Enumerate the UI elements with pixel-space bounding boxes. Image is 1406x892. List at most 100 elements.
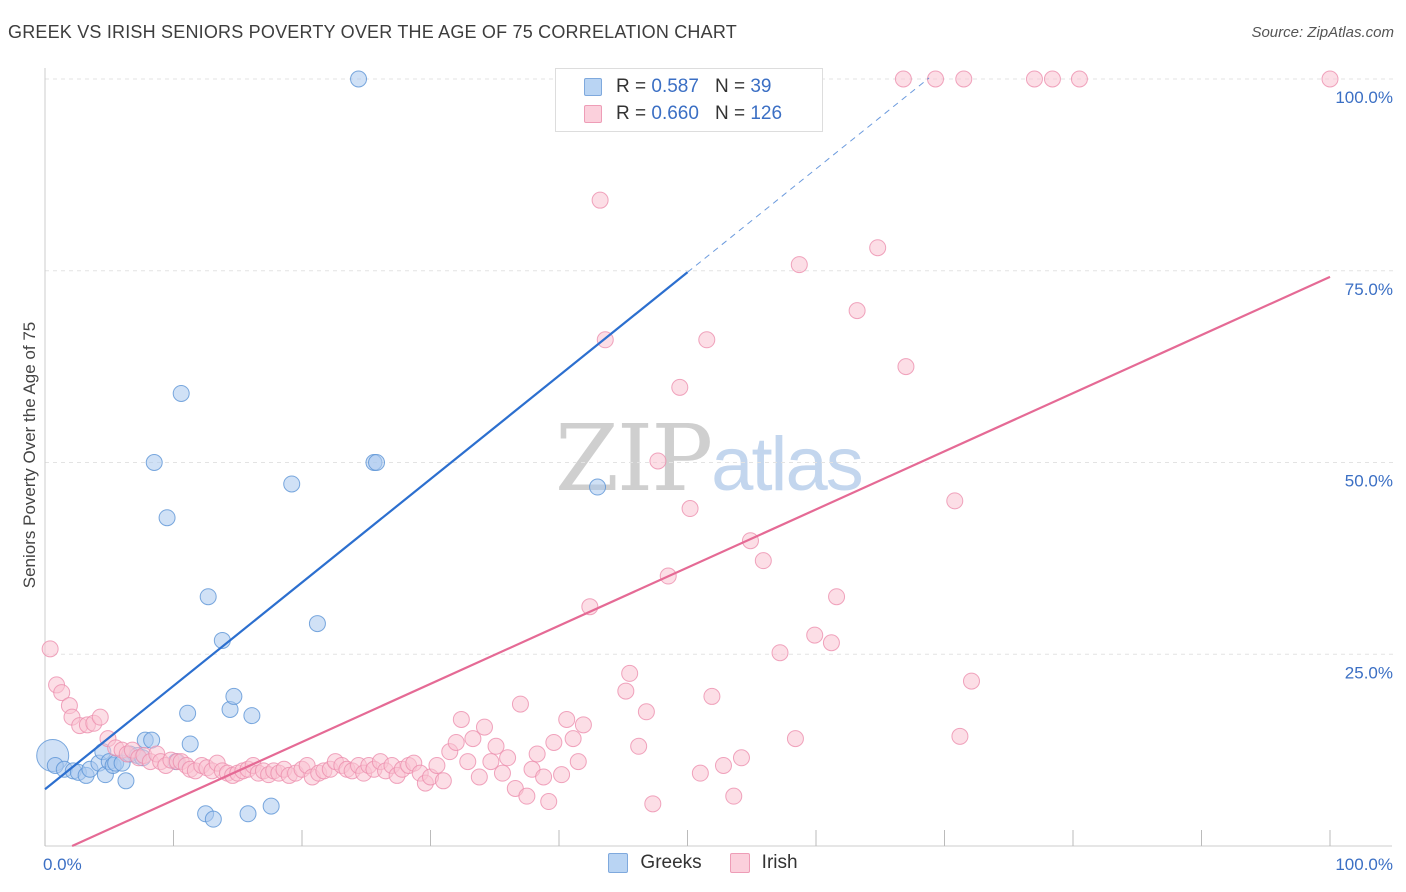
irish-point: [558, 710, 576, 728]
irish-point: [1321, 70, 1339, 88]
irish-point: [714, 756, 732, 774]
n-value: 126: [750, 103, 783, 124]
irish-trend-line: [71, 275, 1331, 848]
legend-label-greeks: Greeks: [640, 852, 702, 873]
greeks-point: [145, 454, 163, 471]
greeks-swatch: [584, 78, 602, 96]
source-credit: Source: ZipAtlas.com: [1251, 24, 1394, 41]
greeks-trend-extension: [687, 77, 930, 273]
correlation-legend: R = 0.587 N = 39 R = 0.660 N = 126: [555, 68, 823, 132]
y-tick-label: 50.0%: [1345, 472, 1393, 491]
irish-point: [428, 756, 446, 774]
r-value: 0.587: [651, 76, 699, 97]
x-tick-label: 100.0%: [1335, 855, 1393, 874]
irish-point: [487, 737, 505, 755]
irish-point: [1070, 70, 1088, 88]
n-label: N =: [714, 103, 746, 124]
irish-point: [790, 256, 808, 274]
irish-point: [828, 588, 846, 606]
irish-point: [1043, 70, 1061, 88]
greeks-point: [368, 454, 386, 471]
irish-point: [528, 745, 546, 763]
greeks-point: [589, 478, 607, 496]
greeks-point: [350, 70, 368, 88]
greeks-swatch: [608, 853, 629, 873]
legend-label-irish: Irish: [761, 852, 798, 873]
irish-point: [470, 768, 488, 786]
x-tick-label: 0.0%: [43, 855, 82, 874]
irish-point: [946, 492, 964, 510]
greeks-point: [262, 797, 280, 815]
greeks-point: [179, 704, 197, 722]
irish-swatch: [729, 853, 750, 873]
greeks-point: [172, 384, 190, 402]
irish-point: [41, 640, 59, 658]
greeks-point: [158, 509, 176, 527]
r-value: 0.660: [651, 103, 699, 124]
y-tick-label: 100.0%: [1335, 88, 1393, 107]
irish-point: [459, 753, 477, 771]
series-legend: Greeks Irish: [0, 852, 1406, 874]
irish-point: [464, 730, 482, 748]
greeks-point: [283, 475, 301, 493]
greeks-trend-line: [44, 271, 689, 791]
watermark-atlas: atlas: [711, 422, 864, 507]
irish-point: [564, 730, 582, 748]
irish-point: [869, 239, 887, 257]
irish-point: [955, 70, 973, 88]
n-value: 39: [750, 76, 772, 97]
chart-title: GREEK VS IRISH SENIORS POVERTY OVER THE …: [8, 22, 737, 42]
irish-point: [493, 764, 511, 782]
irish-point: [540, 793, 558, 811]
irish-point: [569, 753, 587, 771]
irish-point: [754, 552, 772, 570]
irish-point: [91, 708, 109, 726]
irish-point: [553, 766, 571, 784]
irish-point: [475, 718, 493, 736]
irish-point: [771, 644, 789, 662]
irish-point: [897, 358, 915, 376]
irish-point: [499, 749, 517, 767]
irish-point: [511, 695, 529, 713]
legend-item-greeks[interactable]: Greeks: [608, 852, 702, 874]
irish-point: [848, 302, 866, 320]
irish-point: [786, 730, 804, 748]
watermark: ZIPatlas: [555, 405, 864, 512]
irish-point: [822, 634, 840, 652]
legend-item-irish[interactable]: Irish: [729, 852, 798, 874]
r-label: R =: [616, 103, 647, 124]
irish-point: [806, 626, 824, 644]
greeks-point: [308, 615, 326, 633]
irish-point: [691, 764, 709, 782]
y-tick-label: 75.0%: [1345, 280, 1393, 299]
irish-point: [452, 710, 470, 728]
irish-point: [447, 733, 465, 751]
greeks-point: [239, 805, 257, 823]
n-label: N =: [714, 76, 746, 97]
irish-point: [518, 787, 536, 805]
greeks-point: [199, 588, 217, 606]
irish-point: [535, 768, 553, 786]
irish-point: [927, 70, 945, 88]
irish-point: [591, 191, 609, 209]
y-axis-label: Seniors Poverty Over the Age of 75: [20, 321, 39, 589]
greeks-point: [225, 687, 243, 705]
irish-point: [545, 733, 563, 751]
irish-point: [630, 737, 648, 755]
irish-point: [637, 703, 655, 721]
irish-point: [53, 684, 71, 702]
irish-point: [434, 772, 452, 790]
irish-point: [482, 753, 500, 771]
irish-point: [1025, 70, 1043, 88]
legend-row-greeks: R = 0.587 N = 39: [584, 75, 771, 99]
irish-point: [894, 70, 912, 88]
irish-point: [681, 500, 699, 518]
irish-point: [703, 687, 721, 705]
irish-point: [617, 682, 635, 700]
watermark-zip: ZIP: [555, 405, 713, 512]
irish-point: [951, 727, 969, 745]
legend-row-irish: R = 0.660 N = 126: [584, 102, 782, 126]
greeks-point: [204, 810, 222, 828]
irish-point: [649, 452, 667, 470]
